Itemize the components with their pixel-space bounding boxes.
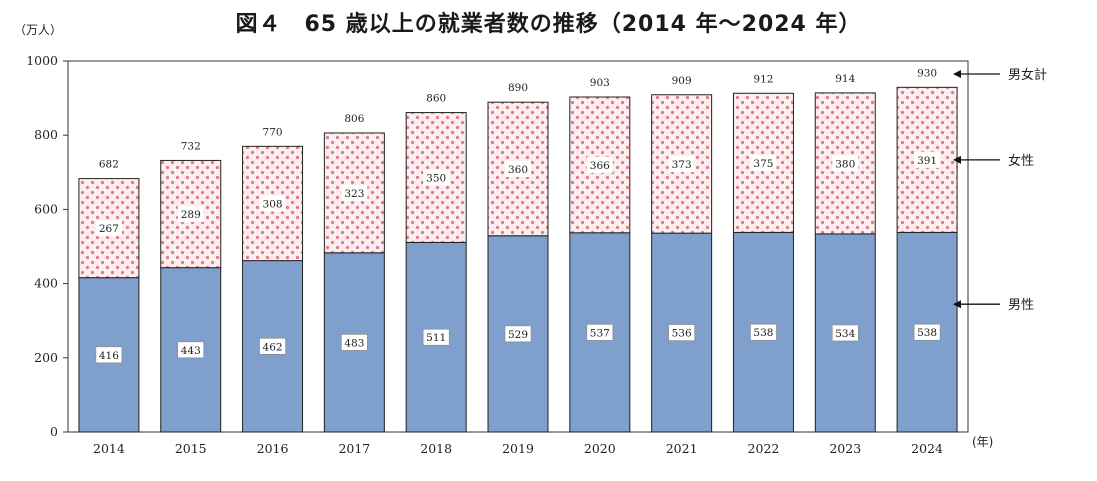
x-tick-label: 2022 bbox=[748, 441, 780, 456]
legend-female-label: 女性 bbox=[1008, 153, 1034, 169]
male-value-box bbox=[504, 325, 532, 343]
x-tick-label: 2018 bbox=[420, 441, 452, 456]
total-value-label: 682 bbox=[99, 159, 119, 171]
female-value-label: 391 bbox=[917, 155, 937, 167]
x-tick-label: 2020 bbox=[584, 441, 616, 456]
y-tick-label: 1000 bbox=[26, 53, 58, 68]
legend-male-label: 男性 bbox=[1008, 298, 1034, 313]
female-value-box bbox=[668, 155, 695, 172]
legend-total-label: 男女計 bbox=[1008, 67, 1047, 83]
female-value-box bbox=[177, 206, 204, 223]
y-tick-label: 0 bbox=[50, 424, 58, 439]
male-value-box bbox=[422, 328, 450, 346]
x-axis: 2014 2015 2016 2017 2018 2019 2020 2021 2022 2023… bbox=[93, 435, 993, 456]
male-value-box bbox=[586, 324, 614, 341]
male-value-label: 536 bbox=[672, 328, 692, 340]
x-tick-label: 2021 bbox=[666, 441, 698, 456]
male-value-box bbox=[831, 324, 859, 342]
female-value-box bbox=[423, 169, 450, 186]
male-value-box bbox=[341, 334, 368, 351]
x-tick-label: 2016 bbox=[257, 441, 289, 456]
female-value-box bbox=[95, 220, 122, 237]
female-value-box bbox=[832, 155, 859, 172]
male-value-box bbox=[913, 323, 941, 341]
total-value-label: 890 bbox=[508, 82, 528, 94]
female-value-box bbox=[750, 154, 777, 171]
male-value-label: 462 bbox=[263, 341, 283, 353]
total-value-label: 914 bbox=[835, 73, 855, 85]
bars: 416 267 682 443 289 732 462 308 770 483 323 806 511 3… bbox=[78, 67, 958, 433]
male-value-box bbox=[750, 323, 777, 341]
male-value-box bbox=[668, 324, 695, 341]
x-tick-label: 2014 bbox=[93, 441, 125, 456]
male-value-label: 529 bbox=[508, 329, 528, 341]
male-value-label: 416 bbox=[99, 350, 119, 362]
female-value-label: 380 bbox=[835, 158, 855, 170]
total-value-label: 806 bbox=[344, 113, 364, 125]
x-tick-label: 2019 bbox=[502, 441, 534, 456]
y-tick-label: 600 bbox=[34, 201, 58, 216]
female-value-box bbox=[341, 184, 368, 201]
x-tick-label: 2017 bbox=[338, 441, 370, 456]
male-value-box bbox=[177, 341, 205, 359]
total-value-label: 909 bbox=[672, 75, 692, 87]
x-tick-label: 2023 bbox=[829, 441, 861, 456]
total-value-label: 912 bbox=[753, 73, 773, 85]
female-value-label: 267 bbox=[99, 223, 119, 235]
female-value-label: 350 bbox=[426, 172, 446, 184]
male-value-box bbox=[259, 337, 286, 355]
male-value-label: 511 bbox=[426, 332, 446, 344]
legend-male-arrow-head bbox=[953, 300, 961, 309]
female-value-box bbox=[586, 156, 613, 173]
male-value-label: 538 bbox=[917, 327, 937, 339]
y-axis: 0 200 400 600 800 1000 （万人） bbox=[14, 23, 68, 439]
female-value-label: 360 bbox=[508, 164, 528, 176]
legend-female-arrow-head bbox=[953, 155, 961, 164]
female-value-box bbox=[259, 195, 286, 212]
female-value-box bbox=[914, 151, 941, 168]
x-unit-label: (年) bbox=[972, 435, 993, 449]
x-tick-label: 2015 bbox=[175, 441, 207, 456]
total-value-label: 930 bbox=[917, 67, 937, 79]
legend-total-arrow-head bbox=[953, 69, 961, 78]
chart-title: 図４ 65 歳以上の就業者数の推移（2014 年～2024 年） bbox=[235, 12, 862, 37]
female-value-label: 373 bbox=[672, 159, 692, 171]
y-unit-label: （万人） bbox=[14, 23, 62, 37]
female-value-label: 308 bbox=[263, 198, 283, 210]
x-tick-label: 2024 bbox=[911, 441, 943, 456]
male-value-label: 483 bbox=[344, 337, 364, 349]
y-tick-label: 200 bbox=[34, 350, 58, 365]
female-value-box bbox=[505, 160, 531, 177]
male-value-label: 443 bbox=[181, 345, 201, 357]
y-tick-label: 400 bbox=[34, 276, 58, 291]
female-value-label: 375 bbox=[753, 158, 773, 170]
male-value-box bbox=[95, 346, 123, 364]
y-tick-label: 800 bbox=[34, 127, 58, 142]
total-value-label: 903 bbox=[590, 77, 610, 89]
female-value-label: 366 bbox=[590, 160, 610, 172]
male-value-label: 534 bbox=[835, 328, 855, 340]
female-value-label: 323 bbox=[344, 188, 364, 200]
total-value-label: 770 bbox=[263, 126, 283, 138]
male-value-label: 538 bbox=[753, 327, 773, 339]
total-value-label: 732 bbox=[181, 140, 201, 152]
male-value-label: 537 bbox=[590, 327, 610, 339]
female-value-label: 289 bbox=[181, 209, 201, 221]
total-value-label: 860 bbox=[426, 93, 446, 105]
